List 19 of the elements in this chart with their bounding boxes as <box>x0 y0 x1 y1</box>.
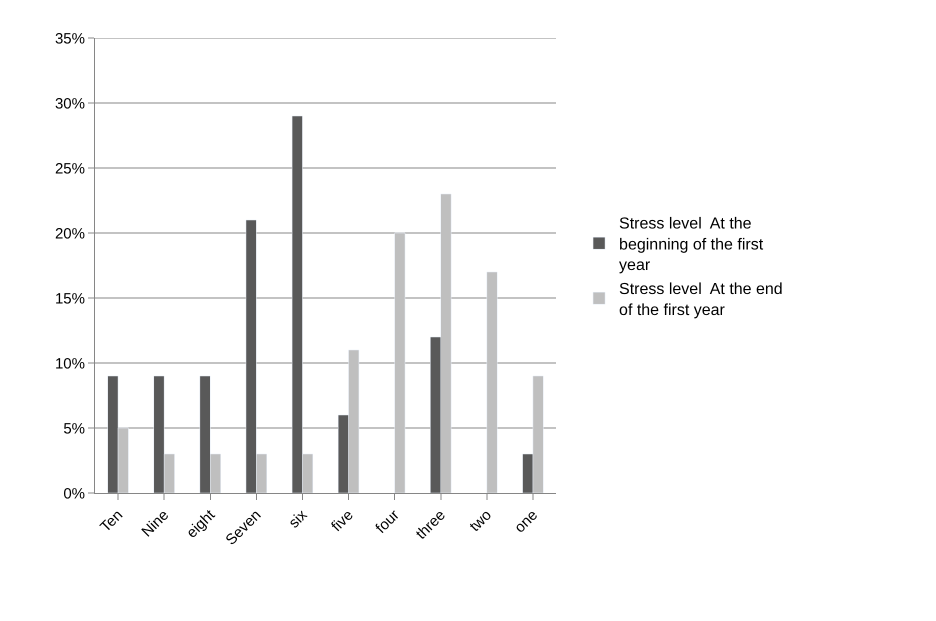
x-tick-label: Nine <box>138 506 172 540</box>
x-tick-label: one <box>511 506 542 536</box>
y-tick-label: 25% <box>54 160 85 178</box>
legend-label: Stress level At the beginning of the first year <box>619 216 764 274</box>
y-tick-label: 35% <box>54 30 85 48</box>
y-tick-label: 5% <box>63 420 85 438</box>
x-tick-label: five <box>328 506 357 536</box>
x-tick-label: four <box>372 506 403 537</box>
x-tick-label: six <box>286 506 311 532</box>
y-tick-label: 0% <box>63 485 85 502</box>
y-tick-label: 10% <box>54 355 85 372</box>
x-tick-label: two <box>466 506 495 536</box>
bar <box>486 272 498 493</box>
x-tick-label: Ten <box>97 506 126 536</box>
bar <box>394 232 406 493</box>
y-tick-label: 15% <box>54 290 85 308</box>
y-tick-label: 30% <box>54 95 85 112</box>
legend-label: Stress level At the end of the first year <box>619 281 783 319</box>
y-tick-label: 20% <box>54 225 85 242</box>
